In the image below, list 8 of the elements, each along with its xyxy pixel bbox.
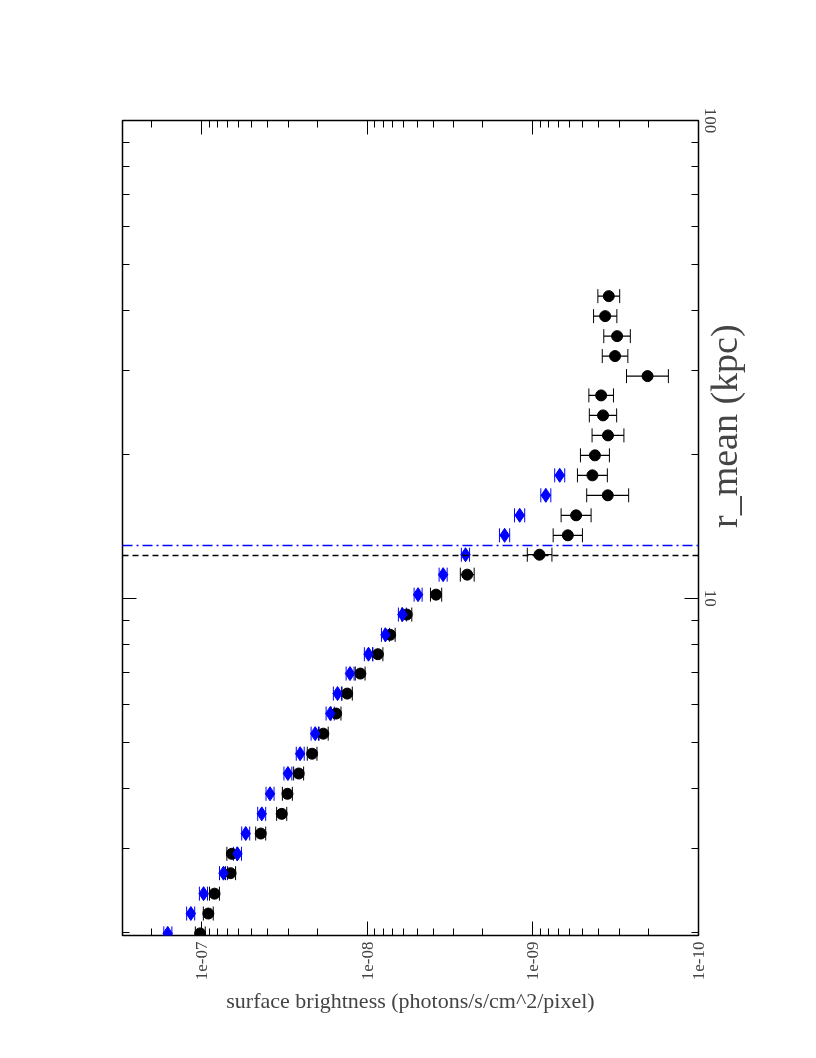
y-tick-label: 100 xyxy=(700,107,720,134)
x-tick-label: 1e-07 xyxy=(192,941,212,981)
y-axis-title: r_mean (kpc) xyxy=(702,324,746,528)
y-tick-label: 10 xyxy=(700,589,720,607)
x-tick-label: 1e-09 xyxy=(523,941,543,981)
x-tick-label: 1e-08 xyxy=(357,941,377,981)
x-axis-title: surface brightness (photons/s/cm^2/pixel) xyxy=(226,988,595,1014)
x-tick-label: 1e-10 xyxy=(689,941,708,981)
